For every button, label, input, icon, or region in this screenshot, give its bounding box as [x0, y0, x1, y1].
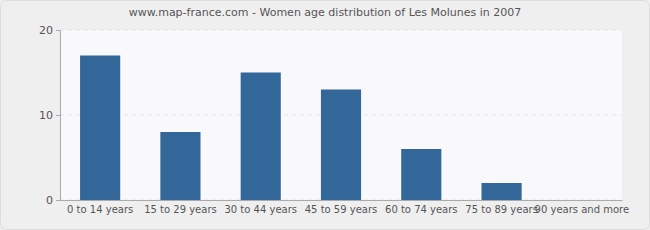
y-tick-mark [56, 115, 60, 116]
x-tick: 90 years and more [535, 200, 630, 215]
x-tick: 30 to 44 years [224, 200, 297, 215]
x-tick-label: 75 to 89 years [465, 204, 538, 215]
bar [160, 132, 200, 200]
plot: 0 10 20 0 to 14 years 15 to 29 years 30 to 44… [39, 24, 629, 215]
x-tick-label: 15 to 29 years [144, 204, 217, 215]
bar [80, 56, 120, 201]
x-tick: 60 to 74 years [385, 200, 458, 215]
x-tick-label: 90 years and more [535, 204, 630, 215]
y-tick: 20 [39, 24, 60, 37]
x-axis: 0 to 14 years 15 to 29 years 30 to 44 year… [61, 200, 630, 215]
y-tick-label: 20 [39, 24, 53, 37]
bar [482, 183, 522, 200]
bar [321, 90, 361, 201]
x-tick-label: 0 to 14 years [67, 204, 133, 215]
grid [60, 30, 622, 200]
chart: www.map-france.com - Women age distribut… [0, 0, 650, 230]
y-tick-mark [56, 200, 60, 201]
x-tick-label: 30 to 44 years [224, 204, 297, 215]
y-tick-label: 10 [39, 109, 53, 122]
grid-line [60, 30, 622, 31]
x-tick-label: 45 to 59 years [305, 204, 378, 215]
x-tick: 15 to 29 years [144, 200, 217, 215]
x-tick-label: 60 to 74 years [385, 204, 458, 215]
y-axis-line [56, 31, 61, 201]
x-tick: 0 to 14 years [67, 200, 133, 215]
x-axis-line [61, 200, 623, 201]
background [1, 1, 650, 230]
bar [241, 73, 281, 201]
y-tick: 0 [46, 194, 60, 207]
y-axis: 0 10 20 [39, 24, 61, 207]
bar [401, 149, 441, 200]
bar [562, 200, 602, 201]
y-tick: 10 [39, 109, 60, 122]
x-tick: 45 to 59 years [305, 200, 378, 215]
x-tick: 75 to 89 years [465, 200, 538, 215]
plot-area [60, 30, 622, 200]
y-tick-label: 0 [46, 194, 53, 207]
bars [80, 56, 522, 201]
title: www.map-france.com - Women age distribut… [129, 6, 522, 19]
y-tick-mark [56, 30, 60, 31]
